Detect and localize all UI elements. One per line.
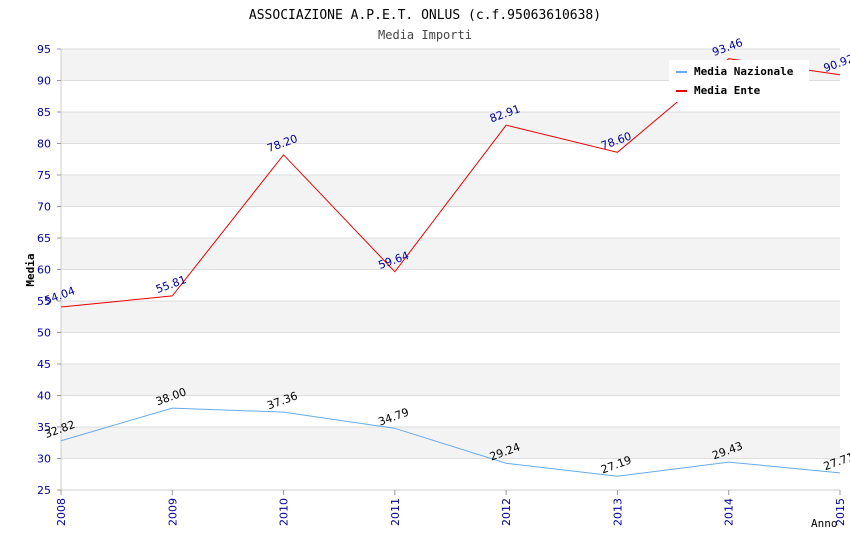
grid-lines bbox=[61, 48, 840, 491]
y-tick-label: 55 bbox=[37, 295, 51, 308]
grid-band bbox=[61, 112, 840, 144]
y-tick-label: 95 bbox=[37, 43, 51, 56]
y-tick-label: 60 bbox=[37, 264, 51, 277]
grid-band bbox=[61, 238, 840, 270]
y-tick-label: 90 bbox=[37, 75, 51, 88]
y-tick-label: 75 bbox=[37, 169, 51, 182]
x-tick-label: 2015 bbox=[834, 498, 847, 526]
y-axis-ticks: 25 30 35 40 45 50 55 60 65 70 75 80 85 90 95 bbox=[37, 43, 61, 497]
chart-subtitle: Media Importi bbox=[378, 28, 472, 42]
y-tick-label: 45 bbox=[37, 358, 51, 371]
grid-band bbox=[61, 143, 840, 175]
y-axis-label: Media bbox=[24, 253, 37, 286]
grid-band bbox=[61, 458, 840, 490]
chart-title: ASSOCIAZIONE A.P.E.T. ONLUS (c.f.9506361… bbox=[249, 8, 601, 23]
x-tick-label: 2011 bbox=[389, 498, 402, 526]
grid-band bbox=[61, 427, 840, 459]
y-tick-label: 70 bbox=[37, 201, 51, 214]
x-tick-label: 2008 bbox=[55, 498, 68, 526]
x-tick-label: 2012 bbox=[500, 498, 513, 526]
grid-band bbox=[61, 332, 840, 364]
legend: Media Nazionale Media Ente bbox=[669, 60, 809, 102]
x-axis-ticks: 2008 2009 2010 2011 2012 2013 2014 2015 bbox=[55, 490, 847, 526]
series-line-media-nazionale bbox=[60, 407, 841, 477]
legend-label-media-nazionale: Media Nazionale bbox=[694, 65, 794, 78]
y-tick-label: 35 bbox=[37, 421, 51, 434]
x-axis-label: Anno bbox=[811, 517, 838, 530]
x-tick-label: 2014 bbox=[723, 498, 736, 526]
legend-box bbox=[669, 60, 809, 102]
y-tick-label: 25 bbox=[37, 484, 51, 497]
x-tick-label: 2009 bbox=[166, 498, 179, 526]
x-tick-label: 2010 bbox=[278, 498, 291, 526]
grid-band bbox=[61, 364, 840, 396]
grid-band bbox=[61, 206, 840, 238]
x-tick-label: 2013 bbox=[611, 498, 624, 526]
y-tick-label: 80 bbox=[37, 138, 51, 151]
y-tick-label: 65 bbox=[37, 232, 51, 245]
grid-band bbox=[61, 395, 840, 427]
grid-band bbox=[61, 301, 840, 333]
y-tick-label: 30 bbox=[37, 453, 51, 466]
y-tick-label: 85 bbox=[37, 106, 51, 119]
y-tick-label: 40 bbox=[37, 390, 51, 403]
y-tick-label: 50 bbox=[37, 327, 51, 340]
legend-label-media-ente: Media Ente bbox=[694, 84, 761, 97]
grid-bands bbox=[61, 49, 840, 490]
grid-band bbox=[61, 269, 840, 301]
grid-band bbox=[61, 175, 840, 207]
